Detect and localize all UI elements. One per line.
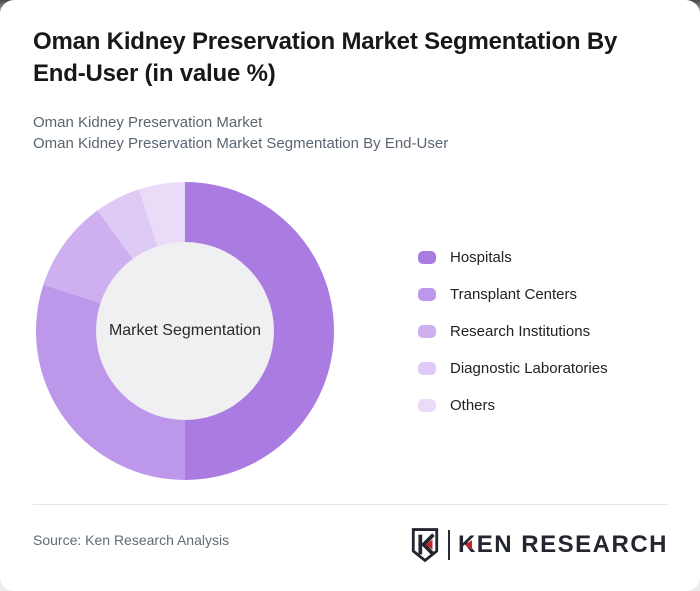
legend-label: Transplant Centers xyxy=(450,286,578,303)
legend-item: Others xyxy=(418,396,608,415)
logo-wordmark: KEN RESEARCH xyxy=(458,527,668,563)
legend-item: Hospitals xyxy=(418,248,608,267)
legend-item: Diagnostic Laboratories xyxy=(418,359,608,378)
subtitle-block: Oman Kidney Preservation Market Oman Kid… xyxy=(33,112,448,154)
legend-swatch xyxy=(418,399,436,412)
logo-shield-icon xyxy=(411,528,439,563)
logo-separator xyxy=(447,530,450,560)
legend-swatch xyxy=(418,251,436,264)
legend-label: Research Institutions xyxy=(450,323,591,340)
legend-label: Others xyxy=(450,397,496,414)
legend-swatch xyxy=(418,288,436,301)
legend-item: Transplant Centers xyxy=(418,285,608,304)
legend-label: Diagnostic Laboratories xyxy=(450,360,608,377)
legend-label: Hospitals xyxy=(450,249,512,266)
subtitle-line-1: Oman Kidney Preservation Market xyxy=(33,114,263,131)
donut-center-label: Market Segmentation xyxy=(108,322,262,339)
page-title: Oman Kidney Preservation Market Segmenta… xyxy=(33,28,618,87)
source-note: Source: Ken Research Analysis xyxy=(33,532,230,548)
legend-item: Research Institutions xyxy=(418,322,608,341)
donut-center: Market Segmentation xyxy=(96,242,274,420)
ken-research-logo: KEN RESEARCH xyxy=(410,527,668,563)
subtitle-line-2: Oman Kidney Preservation Market Segmenta… xyxy=(33,135,449,152)
footer-divider xyxy=(33,504,667,505)
legend-swatch xyxy=(418,362,436,375)
legend-swatch xyxy=(418,325,436,338)
chart-legend: Hospitals Transplant Centers Research Inst… xyxy=(418,248,608,415)
donut-chart: Market Segmentation xyxy=(36,182,334,480)
